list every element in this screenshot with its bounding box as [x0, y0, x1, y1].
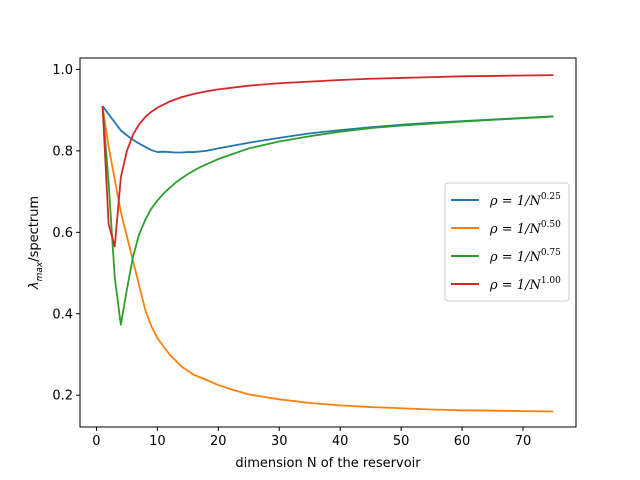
x-axis-label: dimension N of the reservoir: [235, 456, 421, 471]
y-axis: 0.2 0.4 0.6 0.8 1.0: [52, 63, 80, 404]
axes-frame: [79, 57, 577, 428]
x-axis: 0 10 20 30 40 50 60 70: [92, 427, 531, 449]
x-tick-label: 10: [149, 434, 166, 449]
y-axis-label-sub: max: [35, 261, 45, 281]
x-tick-label: 0: [92, 434, 100, 449]
x-tick-label: 40: [332, 434, 349, 449]
x-tick-label: 70: [515, 434, 532, 449]
x-tick-label: 20: [210, 434, 227, 449]
x-tick-label: 50: [393, 434, 410, 449]
y-tick-label: 1.0: [52, 63, 73, 78]
y-tick-label: 0.4: [52, 307, 73, 322]
series-layer: [101, 74, 554, 413]
legend-label-4: ρ = 1/N1.00: [489, 276, 561, 293]
y-tick-label: 0.2: [52, 389, 73, 404]
y-tick-label: 0.8: [52, 144, 73, 159]
y-axis-label-rest: /spectrum: [27, 196, 42, 262]
y-axis-label: λmax/spectrum: [27, 196, 45, 290]
x-tick-label: 30: [271, 434, 288, 449]
y-axis-label-main: λ: [27, 281, 42, 290]
legend-label-1: ρ = 1/N0.25: [489, 192, 561, 209]
x-tick-label: 60: [454, 434, 471, 449]
series-line-2: [101, 105, 554, 413]
series-line-1: [101, 105, 554, 154]
legend-box: [444, 182, 570, 302]
y-tick-label: 0.6: [52, 226, 73, 241]
series-line-3: [101, 105, 554, 326]
series-line-4: [101, 74, 554, 248]
legend-label-2: ρ = 1/N0.50: [489, 220, 561, 237]
legend: ρ = 1/N0.25 ρ = 1/N0.50 ρ = 1/N0.75 ρ = 1/N…: [444, 182, 570, 302]
legend-label-3: ρ = 1/N0.75: [489, 248, 561, 265]
